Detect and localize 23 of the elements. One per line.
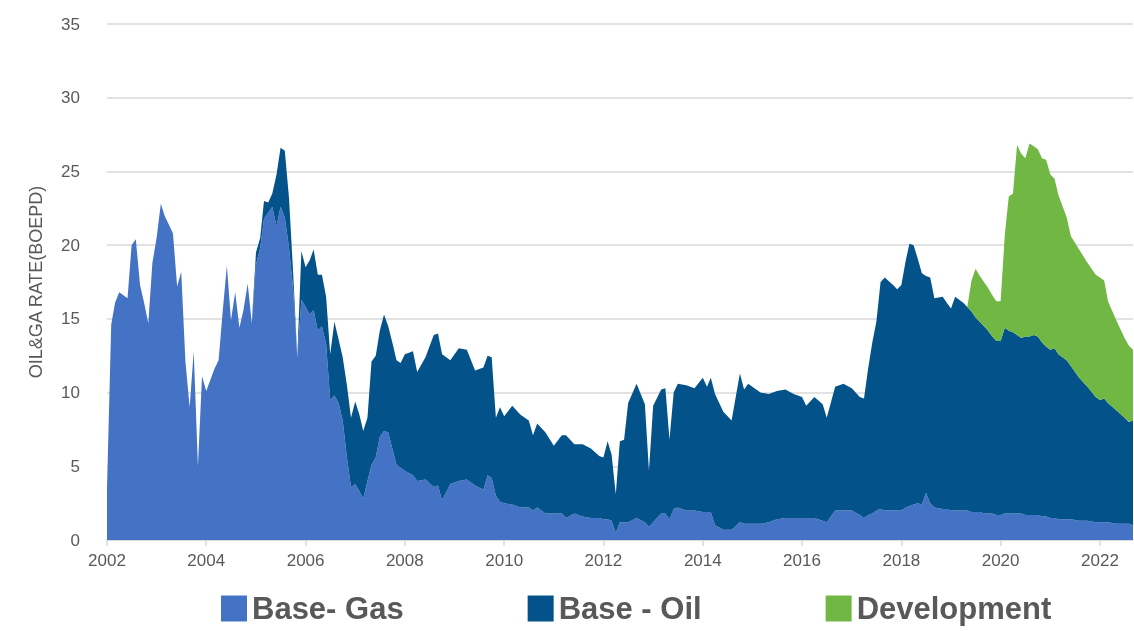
x-tick-label: 2004 [187, 551, 226, 570]
legend-label: Base- Gas [252, 591, 404, 626]
x-tick-label: 2008 [385, 551, 424, 570]
x-tick-label: 2002 [88, 551, 126, 570]
x-tick-label: 2020 [981, 551, 1020, 570]
legend-label: Development [856, 591, 1052, 626]
x-tick-label: 2014 [683, 551, 722, 570]
x-tick-label: 2006 [286, 551, 325, 570]
y-tick-label: 35 [61, 14, 80, 34]
y-tick-label: 5 [70, 456, 80, 476]
y-axis-title: OIL&GA RATE(BOEPD) [26, 185, 46, 379]
x-tick-label: 2018 [882, 551, 921, 570]
x-tick-label: 2012 [584, 551, 623, 570]
legend-label: Base - Oil [558, 591, 702, 626]
x-tick-label: 2010 [485, 551, 524, 570]
y-tick-label: 0 [70, 530, 80, 550]
x-tick-label: 2016 [783, 551, 821, 570]
y-tick-label: 25 [61, 161, 80, 181]
y-tick-label: 20 [61, 235, 80, 255]
y-tick-label: 15 [61, 309, 80, 329]
x-tick-label: 2022 [1081, 551, 1119, 570]
y-tick-label: 10 [61, 383, 80, 403]
y-tick-label: 30 [61, 88, 80, 108]
